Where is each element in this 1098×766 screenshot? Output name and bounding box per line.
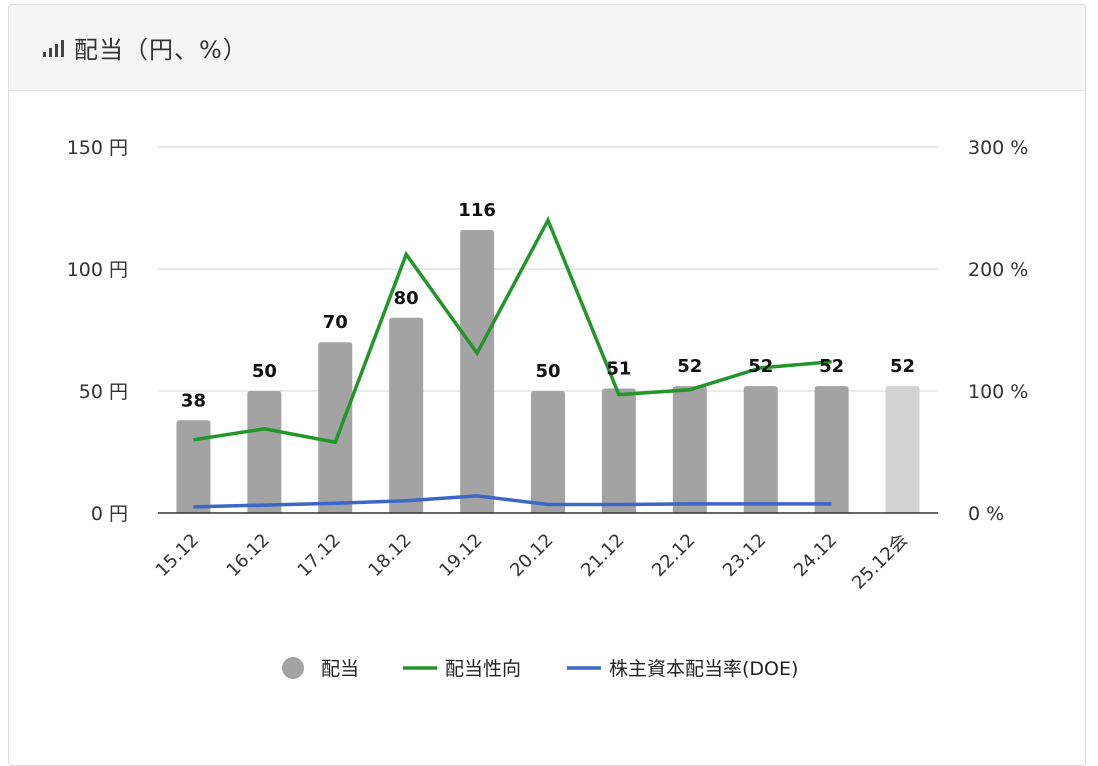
data-label: 52 [677,356,702,377]
x-tick-label: 16.12 [223,530,274,581]
x-tick-label: 17.12 [294,530,345,581]
data-label: 80 [394,288,419,309]
right-tick-label: 100 % [968,381,1028,403]
right-tick-label: 200 % [968,259,1028,281]
x-tick-label: 25.12会 [848,530,912,594]
bar [247,391,282,513]
data-label: 70 [323,312,348,333]
bar [601,388,636,513]
left-tick-label: 100 円 [67,259,128,281]
data-label: 52 [819,356,844,377]
bar [672,386,707,513]
panel-title: 配当（円、%） [74,36,248,64]
dividend-chart: 0 円 0 % 50 円 100 % 100 円 200 % 150 円 300 % 38 50 7… [67,137,1029,680]
left-tick-label: 0 円 [91,503,128,525]
legend-label: 株主資本配当率(DOE) [609,658,798,680]
right-tick-label: 300 % [968,137,1028,159]
x-tick-label: 20.12 [506,530,557,581]
bar [460,229,495,513]
x-tick-label: 18.12 [364,530,415,581]
payout-ratio-line [193,216,832,445]
bar [885,386,920,513]
x-tick-label: 19.12 [435,530,486,581]
bar [743,386,778,513]
data-label: 51 [606,359,631,380]
signal-bars-icon [43,39,64,57]
dividend-panel: 配当（円、%） [8,4,1086,766]
right-tick-label: 0 % [968,503,1004,525]
data-label: 52 [890,356,915,377]
data-label: 50 [535,361,560,382]
bar [531,391,565,513]
bar [389,317,424,513]
x-tick-label: 21.12 [577,530,628,581]
x-tick-label: 15.12 [152,530,203,581]
data-label: 116 [458,200,496,221]
chart-area: 0 円 0 % 50 円 100 % 100 円 200 % 150 円 300 % 38 50 7… [0,87,1098,745]
x-tick-label: 23.12 [719,530,770,581]
bar [176,420,211,513]
legend-label: 配当性向 [445,658,521,680]
doe-line [193,494,832,509]
left-tick-label: 150 円 [67,137,128,159]
legend-marker-dividend [282,657,304,679]
legend-label: 配当 [321,658,359,680]
x-tick-label: 22.12 [648,530,699,581]
x-tick-label: 24.12 [790,530,841,581]
panel-header: 配当（円、%） [9,5,1085,91]
bar [814,386,849,513]
data-label: 38 [181,390,206,411]
data-label: 52 [748,356,773,377]
data-label: 50 [252,361,277,382]
left-tick-label: 50 円 [79,381,128,403]
bar [318,342,353,513]
